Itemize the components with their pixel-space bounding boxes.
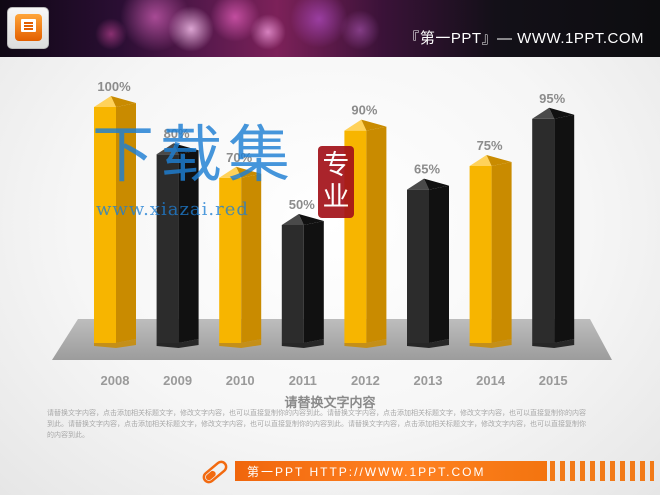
value-label: 65%	[414, 162, 440, 177]
value-label: 90%	[351, 103, 377, 118]
bar-2010	[219, 166, 262, 348]
body-text: 请替换文字内容，点击添加相关标题文字，修改文字内容，也可以直接复制你的内容到此。…	[47, 408, 617, 441]
value-label: 95%	[539, 91, 565, 106]
category-label: 2010	[226, 373, 255, 388]
category-label: 2012	[351, 373, 380, 388]
chart-caption: 请替换文字内容	[284, 395, 376, 410]
category-label: 2008	[101, 373, 130, 388]
body-line: 请替换文字内容，点击添加相关标题文字，修改文字内容，也可以直接复制你的内容到此。…	[47, 410, 586, 417]
value-label: 75%	[477, 138, 503, 153]
bar-2015	[532, 107, 575, 348]
watermark-url: www.xiazai.red	[96, 199, 249, 220]
bar-2009	[156, 143, 199, 348]
category-label: 2011	[289, 373, 317, 388]
footer-bar: 第一PPT HTTP://WWW.1PPT.COM	[235, 461, 547, 481]
body-line: 到此。请替换文字内容，点击添加相关标题文字，修改文字内容，也可以直接复制你的内容…	[47, 421, 586, 428]
category-label: 2014	[476, 373, 506, 388]
bar-2008	[94, 96, 136, 348]
header-banner: 『第一PPT』— WWW.1PPT.COM	[0, 0, 660, 57]
value-label: 100%	[97, 79, 131, 94]
header-title: 『第一PPT』— WWW.1PPT.COM	[404, 30, 644, 47]
footer-stripes	[550, 461, 654, 481]
bar-2014	[469, 155, 512, 348]
category-label: 2013	[414, 373, 443, 388]
bar-2013	[407, 178, 449, 348]
watermark-seal: 专业	[318, 146, 354, 218]
body-line: 的内容到此。	[47, 432, 89, 439]
value-label: 50%	[289, 197, 315, 212]
capsule-pencil-icon	[202, 460, 228, 484]
value-label: 70%	[226, 150, 252, 165]
value-label: 80%	[164, 126, 190, 141]
category-label: 2015	[539, 373, 568, 388]
powerpoint-logo-icon	[7, 7, 49, 49]
watermark-title: 下载集	[92, 118, 297, 191]
category-label: 2009	[163, 373, 192, 388]
bar-2011	[281, 214, 324, 348]
footer-text: 第一PPT HTTP://WWW.1PPT.COM	[247, 465, 486, 479]
